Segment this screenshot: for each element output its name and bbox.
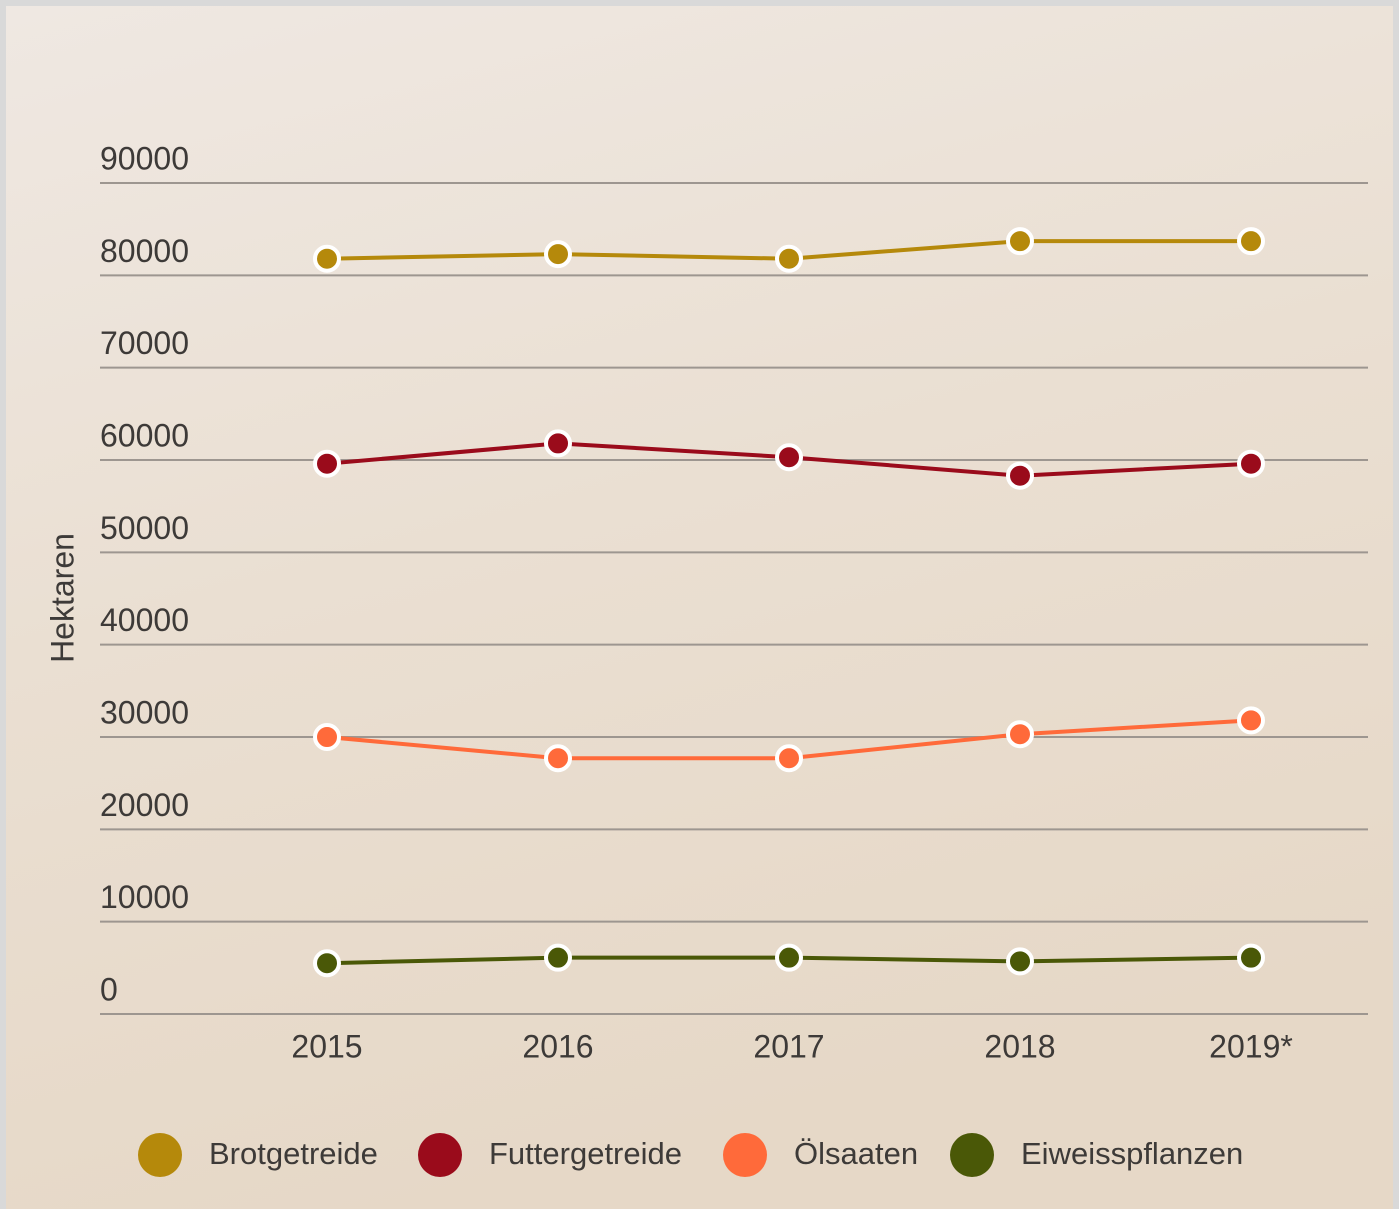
x-tick-label: 2019*	[1209, 1028, 1293, 1064]
data-point	[546, 242, 570, 266]
y-tick-label: 70000	[100, 325, 189, 361]
data-point	[315, 725, 339, 749]
data-point	[777, 946, 801, 970]
x-tick-label: 2017	[753, 1028, 824, 1064]
legend-marker	[723, 1133, 767, 1177]
legend-marker	[138, 1133, 182, 1177]
legend-label: Brotgetreide	[209, 1136, 378, 1171]
data-point	[546, 946, 570, 970]
y-tick-label: 0	[100, 971, 118, 1007]
data-point	[777, 247, 801, 271]
y-tick-label: 40000	[100, 602, 189, 638]
data-point	[777, 746, 801, 770]
y-tick-label: 10000	[100, 879, 189, 915]
legend-marker	[950, 1133, 994, 1177]
data-point	[1008, 229, 1032, 253]
data-point	[1239, 946, 1263, 970]
y-tick-label: 30000	[100, 694, 189, 730]
legend-label: Eiweisspflanzen	[1021, 1136, 1243, 1171]
x-tick-label: 2016	[522, 1028, 593, 1064]
data-point	[1008, 722, 1032, 746]
x-tick-label: 2018	[984, 1028, 1055, 1064]
chart: Hektaren 0 10000 20000 30000 40000 50000 60000…	[0, 0, 1399, 1209]
data-point	[1239, 452, 1263, 476]
data-point	[777, 445, 801, 469]
legend-label: Ölsaaten	[794, 1136, 918, 1171]
x-tick-label: 2015	[291, 1028, 362, 1064]
data-point	[1239, 229, 1263, 253]
background	[6, 6, 1393, 1209]
legend-label: Futtergetreide	[489, 1136, 682, 1171]
data-point	[315, 951, 339, 975]
y-axis-label: Hektaren	[44, 533, 80, 663]
data-point	[546, 431, 570, 455]
data-point	[1008, 464, 1032, 488]
y-tick-label: 50000	[100, 510, 189, 546]
data-point	[315, 452, 339, 476]
legend-marker	[418, 1133, 462, 1177]
y-tick-label: 90000	[100, 140, 189, 176]
data-point	[1239, 708, 1263, 732]
y-tick-label: 20000	[100, 787, 189, 823]
data-point	[315, 247, 339, 271]
y-tick-label: 80000	[100, 233, 189, 269]
data-point	[1008, 949, 1032, 973]
y-tick-label: 60000	[100, 417, 189, 453]
data-point	[546, 746, 570, 770]
